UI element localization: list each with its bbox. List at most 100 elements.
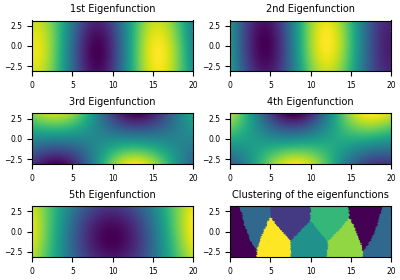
Point [149,59,156,64]
Point [153,237,159,242]
Point [264,29,270,34]
Point [316,132,322,137]
Point [130,39,136,44]
Point [148,116,155,121]
Point [243,156,250,161]
Point [47,149,54,153]
Point [62,142,68,146]
Point [242,32,248,37]
Point [235,112,242,116]
Point [247,230,253,234]
Point [369,60,376,65]
Point [172,52,178,56]
Point [250,206,257,210]
Point [46,115,52,120]
Point [227,45,234,50]
Point [281,221,288,226]
Point [122,27,128,32]
Point [272,53,278,58]
Point [356,22,362,27]
Point [123,124,130,129]
Point [30,217,37,222]
Point [242,233,248,238]
Point [234,211,241,215]
Point [306,157,312,162]
Point [83,52,89,56]
Point [272,248,279,252]
Point [61,249,67,254]
Point [183,216,189,220]
Point [162,25,168,29]
Point [63,24,69,29]
Point [172,221,178,225]
Point [231,216,237,220]
Point [99,120,105,124]
Point [53,249,60,254]
Point [97,58,104,63]
Point [329,114,335,118]
Point [340,235,346,239]
Point [242,134,248,138]
Point [97,221,104,225]
Point [356,154,362,158]
Point [357,237,363,241]
Point [385,33,392,38]
Point [357,116,363,120]
Point [171,33,178,38]
Point [256,159,262,164]
Point [283,248,289,253]
Point [54,55,60,59]
Point [334,150,341,155]
Point [60,158,67,162]
Point [354,66,361,70]
Point [105,113,111,118]
Point [312,127,318,132]
Point [103,65,110,69]
Point [325,250,331,254]
Point [176,130,182,135]
Point [244,211,250,215]
Point [366,237,372,241]
Point [140,35,146,39]
Point [33,50,40,54]
Point [330,239,336,244]
Point [92,140,98,145]
Point [357,159,363,163]
Point [95,213,102,218]
Point [50,45,56,49]
Point [118,127,124,131]
Point [290,35,296,39]
Point [91,248,97,253]
Point [284,152,290,157]
Point [132,28,138,33]
Point [134,31,140,36]
Point [97,244,104,248]
Point [102,233,108,237]
Point [166,243,173,248]
Point [160,214,166,218]
Point [136,145,142,150]
Point [344,67,350,71]
Point [260,42,267,46]
Point [290,137,297,141]
Point [42,234,48,239]
Point [58,145,65,150]
Point [260,243,266,248]
Point [176,140,183,144]
Point [174,139,180,143]
Point [36,132,42,136]
Point [63,239,70,243]
Point [176,155,183,159]
Point [312,221,319,226]
Point [59,231,66,236]
Point [75,115,81,120]
Point [315,150,322,155]
Point [158,252,165,257]
Point [96,40,102,44]
Point [338,142,344,147]
Point [88,62,95,66]
Point [51,144,58,148]
Point [82,130,88,135]
Point [143,121,149,125]
Point [327,124,334,129]
